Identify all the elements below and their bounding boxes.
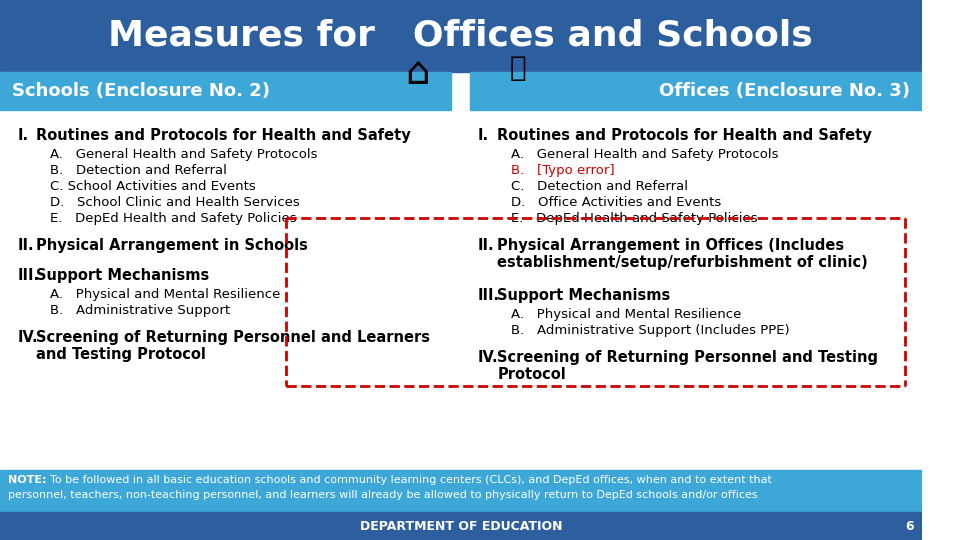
Text: establishment/setup/refurbishment of clinic): establishment/setup/refurbishment of cli… xyxy=(497,255,868,270)
Text: III.: III. xyxy=(478,288,500,303)
Text: Support Mechanisms: Support Mechanisms xyxy=(497,288,670,303)
Text: D.   School Clinic and Health Services: D. School Clinic and Health Services xyxy=(50,196,300,209)
Text: ⌂: ⌂ xyxy=(405,54,430,92)
Text: Screening of Returning Personnel and Testing: Screening of Returning Personnel and Tes… xyxy=(497,350,878,365)
Text: Support Mechanisms: Support Mechanisms xyxy=(36,268,209,283)
Text: Protocol: Protocol xyxy=(497,367,566,382)
Text: and Testing Protocol: and Testing Protocol xyxy=(36,347,206,362)
Bar xyxy=(470,72,922,110)
Bar xyxy=(0,72,451,110)
Text: II.: II. xyxy=(17,238,34,253)
Text: A.   Physical and Mental Resilience: A. Physical and Mental Resilience xyxy=(511,308,741,321)
Text: C.   Detection and Referral: C. Detection and Referral xyxy=(511,180,687,193)
Text: personnel, teachers, non-teaching personnel, and learners will already be allowe: personnel, teachers, non-teaching person… xyxy=(8,490,757,500)
Text: B.   Administrative Support: B. Administrative Support xyxy=(50,304,230,317)
Text: C. School Activities and Events: C. School Activities and Events xyxy=(50,180,255,193)
Text: DEPARTMENT OF EDUCATION: DEPARTMENT OF EDUCATION xyxy=(360,519,562,532)
Text: B.   [Typo error]: B. [Typo error] xyxy=(511,164,614,177)
Text: III.: III. xyxy=(17,268,39,283)
Text: Screening of Returning Personnel and Learners: Screening of Returning Personnel and Lea… xyxy=(36,330,430,345)
Text: II.: II. xyxy=(478,238,494,253)
Text: A.   General Health and Safety Protocols: A. General Health and Safety Protocols xyxy=(50,148,318,161)
Bar xyxy=(0,0,922,72)
Text: I.: I. xyxy=(478,128,490,143)
Bar xyxy=(0,470,922,512)
Text: A.   General Health and Safety Protocols: A. General Health and Safety Protocols xyxy=(511,148,779,161)
Text: A.   Physical and Mental Resilience: A. Physical and Mental Resilience xyxy=(50,288,280,301)
Text: IV.: IV. xyxy=(17,330,37,345)
Text: Routines and Protocols for Health and Safety: Routines and Protocols for Health and Sa… xyxy=(497,128,872,143)
Text: B.   Detection and Referral: B. Detection and Referral xyxy=(50,164,227,177)
Text: Schools (Enclosure No. 2): Schools (Enclosure No. 2) xyxy=(12,82,270,100)
Text: Measures for   Offices and Schools: Measures for Offices and Schools xyxy=(108,19,813,53)
Text: I.: I. xyxy=(17,128,29,143)
Text: E.   DepEd Health and Safety Policies: E. DepEd Health and Safety Policies xyxy=(50,212,297,225)
Text: Physical Arrangement in Offices (Includes: Physical Arrangement in Offices (Include… xyxy=(497,238,845,253)
Bar xyxy=(0,110,922,470)
Text: B.   Administrative Support (Includes PPE): B. Administrative Support (Includes PPE) xyxy=(511,324,789,337)
Text: 🏢: 🏢 xyxy=(510,54,527,82)
Text: To be followed in all basic education schools and community learning centers (CL: To be followed in all basic education sc… xyxy=(50,475,772,485)
Text: Offices (Enclosure No. 3): Offices (Enclosure No. 3) xyxy=(659,82,910,100)
Text: Physical Arrangement in Schools: Physical Arrangement in Schools xyxy=(36,238,308,253)
Text: IV.: IV. xyxy=(478,350,498,365)
Text: Routines and Protocols for Health and Safety: Routines and Protocols for Health and Sa… xyxy=(36,128,411,143)
Text: D.   Office Activities and Events: D. Office Activities and Events xyxy=(511,196,721,209)
Bar xyxy=(0,512,922,540)
Text: NOTE:: NOTE: xyxy=(8,475,46,485)
Text: E.   DepEd Health and Safety Policies: E. DepEd Health and Safety Policies xyxy=(511,212,757,225)
Text: 6: 6 xyxy=(905,519,914,532)
